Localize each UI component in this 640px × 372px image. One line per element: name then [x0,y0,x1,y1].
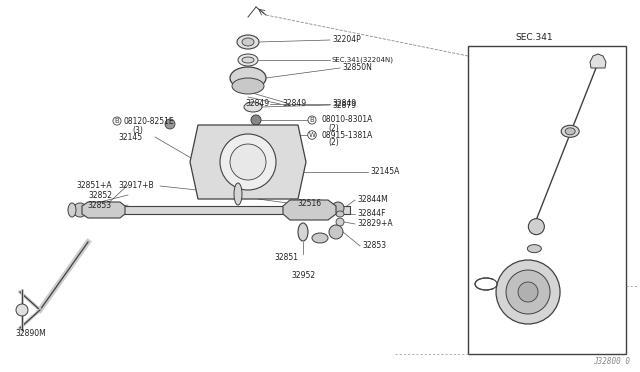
Circle shape [496,260,560,324]
Ellipse shape [298,223,308,241]
Ellipse shape [255,127,265,143]
Polygon shape [82,202,125,218]
Ellipse shape [312,233,328,243]
Ellipse shape [230,67,266,89]
Text: 32204P: 32204P [332,35,361,45]
Circle shape [230,144,266,180]
Ellipse shape [237,35,259,49]
Ellipse shape [561,125,579,137]
Ellipse shape [565,128,575,135]
Circle shape [16,304,28,316]
Text: 32850N: 32850N [342,64,372,73]
Text: 32917+B: 32917+B [118,182,154,190]
Text: B: B [310,117,314,123]
Text: 32844F: 32844F [357,209,385,218]
Text: 32849: 32849 [282,99,306,109]
Ellipse shape [527,245,541,253]
Text: 32879: 32879 [332,100,356,109]
Polygon shape [590,54,606,68]
Bar [468,46,626,354]
Ellipse shape [244,102,262,112]
Text: 32890M: 32890M [15,330,45,339]
Circle shape [529,219,545,235]
Text: 32851: 32851 [274,253,298,263]
Text: B: B [115,118,120,124]
Bar [85,206,350,214]
Text: (3): (3) [132,126,143,135]
Circle shape [251,115,261,125]
Text: 32851+A: 32851+A [76,180,112,189]
Polygon shape [283,200,336,220]
Text: 32516: 32516 [297,199,321,208]
Text: 32853: 32853 [88,201,112,209]
Text: W: W [308,132,316,138]
Text: 32145: 32145 [118,132,142,141]
Circle shape [165,119,175,129]
Text: 32849: 32849 [332,99,356,109]
Circle shape [506,270,550,314]
Text: 08915-1381A: 08915-1381A [322,131,373,140]
Circle shape [220,134,276,190]
Polygon shape [190,125,306,199]
Circle shape [73,203,87,217]
Text: SEC.341: SEC.341 [516,33,553,42]
Text: 08120-8251E: 08120-8251E [124,116,175,125]
Text: 08010-8301A: 08010-8301A [322,115,373,125]
Circle shape [332,202,344,214]
Ellipse shape [242,57,254,63]
Ellipse shape [242,38,254,46]
Ellipse shape [232,78,264,94]
Text: 32952: 32952 [291,272,315,280]
Text: 32829+A: 32829+A [357,219,392,228]
Ellipse shape [238,54,258,66]
Text: 32844M: 32844M [357,196,388,205]
Circle shape [336,218,344,226]
Text: 32145A: 32145A [370,167,399,176]
Circle shape [329,225,343,239]
Ellipse shape [336,211,344,217]
Text: J32800 0: J32800 0 [593,357,630,366]
Text: (2): (2) [328,138,339,148]
Text: 32853: 32853 [362,241,386,250]
Circle shape [518,282,538,302]
Circle shape [256,131,264,139]
Text: 32849: 32849 [246,99,270,109]
Ellipse shape [68,203,76,217]
Text: 32852: 32852 [88,190,112,199]
Text: (2): (2) [328,124,339,132]
Text: SEC.341(32204N): SEC.341(32204N) [332,57,394,63]
Ellipse shape [234,183,242,205]
